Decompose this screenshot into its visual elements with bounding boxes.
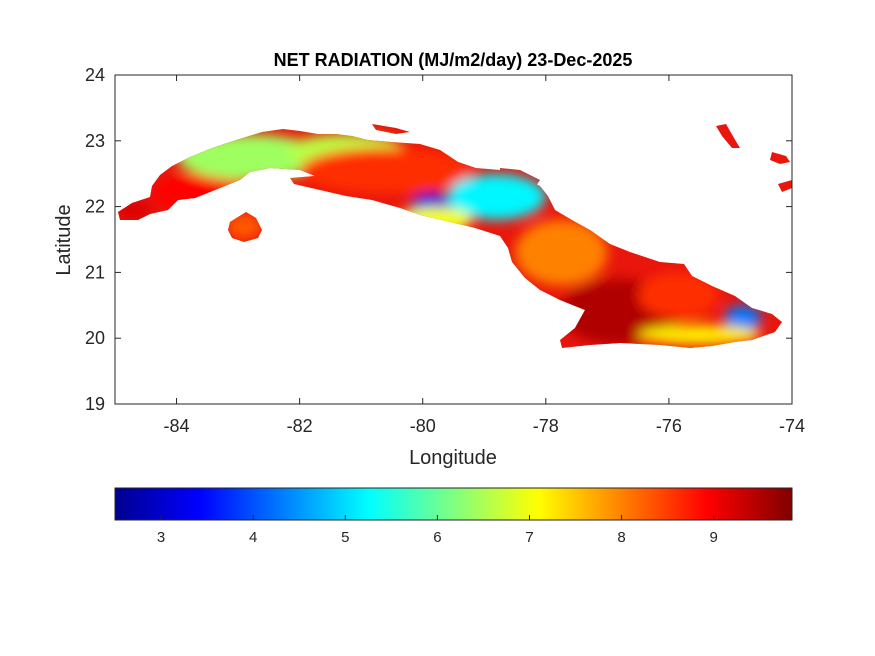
x-tick-label: -74 <box>779 416 805 436</box>
y-tick-label: 22 <box>85 197 105 217</box>
x-tick-label: -82 <box>287 416 313 436</box>
x-tick-label: -80 <box>410 416 436 436</box>
y-axis-label: Latitude <box>53 204 75 275</box>
x-tick-label: -78 <box>533 416 559 436</box>
heatmap-region-9 <box>515 219 608 286</box>
chart-title: NET RADIATION (MJ/m2/day) 23-Dec-2025 <box>274 50 633 70</box>
colorbar-tick-label: 5 <box>341 529 349 546</box>
x-axis: -84 -82 -80 -78 -76 -74 <box>164 75 805 436</box>
colorbar-tick-label: 6 <box>433 529 441 546</box>
colorbar <box>114 487 793 521</box>
colorbar-tick-label: 7 <box>525 529 533 546</box>
colorbar-tick-label: 4 <box>249 529 257 546</box>
heatmap-region-7 <box>447 173 546 220</box>
x-axis-label: Longitude <box>409 447 497 469</box>
heatmap-region-13 <box>638 325 762 345</box>
plot-area <box>115 75 792 404</box>
heatmap-region-3 <box>225 213 263 240</box>
heatmap-region-11 <box>638 272 719 319</box>
y-tick-label: 20 <box>85 328 105 348</box>
y-tick-label: 24 <box>85 65 105 85</box>
y-tick-label: 21 <box>85 262 105 282</box>
colorbar-tick-label: 9 <box>710 529 718 546</box>
heatmap-region-5 <box>299 147 472 194</box>
x-tick-label: -84 <box>164 416 190 436</box>
y-tick-label: 19 <box>85 394 105 414</box>
colorbar-tick-label: 3 <box>157 529 165 546</box>
colorbar-tick-label: 8 <box>617 529 625 546</box>
colorbar-ticks: 3 4 5 6 7 8 9 <box>157 515 718 546</box>
x-tick-label: -76 <box>656 416 682 436</box>
heatmap-region-12 <box>724 305 762 332</box>
plot-frame <box>114 74 793 405</box>
y-tick-label: 23 <box>85 131 105 151</box>
y-axis: 19 20 21 22 23 24 <box>85 65 792 414</box>
